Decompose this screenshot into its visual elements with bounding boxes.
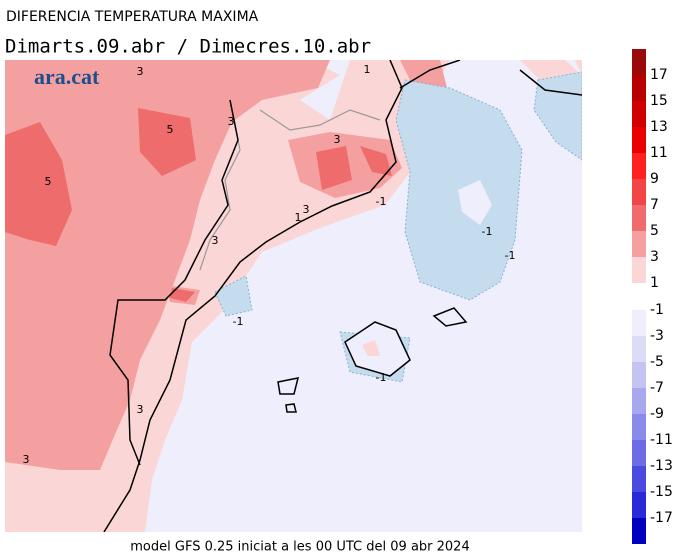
contour-label: 3: [212, 234, 219, 247]
legend-label: -1: [650, 302, 664, 318]
legend-label: 1: [650, 275, 659, 291]
title: DIFERENCIA TEMPERATURA MAXIMA: [6, 9, 259, 25]
legend-swatch: [632, 49, 646, 75]
legend-label: 15: [650, 93, 668, 109]
legend-swatch: [632, 179, 646, 205]
legend-swatch: [632, 231, 646, 257]
region-3-5: [5, 60, 330, 470]
legend-label: -3: [650, 328, 664, 344]
contour-label: -1: [233, 315, 244, 328]
legend: 17 15 13 11 9 7 5 3 1 -1 -3 -5 -7 -9 -11 -13 -15 -17: [632, 49, 673, 544]
legend-label: 11: [650, 145, 668, 161]
legend-label: 9: [650, 171, 659, 187]
contour-label: 3: [303, 203, 310, 216]
legend-label: 3: [650, 249, 659, 265]
legend-swatch: [632, 388, 646, 414]
legend-label: -5: [650, 354, 664, 370]
coastline: [103, 60, 582, 532]
legend-swatch: [632, 492, 646, 518]
contour-label: 1: [364, 63, 371, 76]
legend-swatch: [632, 336, 646, 362]
contour-label: -1: [376, 371, 387, 384]
legend-swatch: [632, 414, 646, 440]
legend-swatch: [632, 518, 646, 544]
subtitle: Dimarts.09.abr / Dimecres.10.abr: [5, 36, 371, 58]
legend-swatch: [632, 153, 646, 179]
region-blue: [214, 71, 582, 383]
legend-swatch: [632, 310, 646, 336]
legend-label: -13: [650, 458, 673, 474]
legend-label: 13: [650, 119, 668, 135]
legend-swatch: [632, 466, 646, 492]
legend-swatch: [632, 362, 646, 388]
contour-label: 3: [334, 133, 341, 146]
contour-label: 3: [137, 65, 144, 78]
legend-label: -9: [650, 406, 664, 422]
contour-label: 5: [45, 175, 52, 188]
border: [199, 99, 381, 271]
island-menorca: [432, 307, 468, 327]
island-ibiza: [277, 377, 300, 413]
legend-swatch: [632, 101, 646, 127]
legend-label: -15: [650, 484, 673, 500]
legend-label: 17: [650, 67, 668, 83]
legend-label: 7: [650, 197, 659, 213]
contour-label: 1: [295, 211, 302, 224]
legend-label: -17: [650, 510, 673, 526]
footer: model GFS 0.25 iniciat a les 00 UTC del …: [130, 540, 469, 555]
contour-label: 5: [167, 123, 174, 136]
legend-swatch: [632, 127, 646, 153]
legend-label: 5: [650, 223, 659, 239]
legend-swatch: [632, 205, 646, 231]
legend-swatch: [632, 440, 646, 466]
contour-label: -1: [376, 195, 387, 208]
contour-label: 3: [137, 403, 144, 416]
legend-swatch: [632, 257, 646, 283]
logo: ara.cat: [34, 64, 100, 89]
contour-label: -1: [505, 249, 516, 262]
contour-label: -1: [482, 225, 493, 238]
legend-label: -11: [650, 432, 673, 448]
legend-label: -7: [650, 380, 664, 396]
contour-label: 3: [228, 115, 235, 128]
legend-swatch: [632, 75, 646, 101]
contour-label: 3: [23, 453, 30, 466]
